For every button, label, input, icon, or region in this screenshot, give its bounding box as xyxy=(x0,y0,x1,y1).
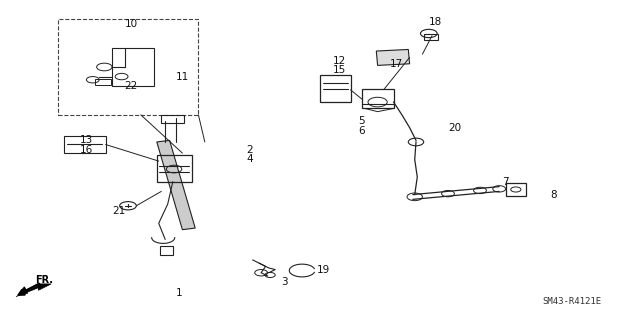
Text: 21: 21 xyxy=(112,205,125,216)
Polygon shape xyxy=(16,284,51,297)
Text: SM43-R4121E: SM43-R4121E xyxy=(543,297,602,306)
Text: 15: 15 xyxy=(333,65,346,75)
Text: 10: 10 xyxy=(125,19,138,29)
Bar xyxy=(112,48,154,86)
Text: 2: 2 xyxy=(246,145,253,155)
Text: 18: 18 xyxy=(429,17,442,27)
Bar xyxy=(160,246,173,255)
Text: 1: 1 xyxy=(176,288,182,299)
Text: FR.: FR. xyxy=(35,275,53,285)
Text: 19: 19 xyxy=(317,264,330,275)
Text: 20: 20 xyxy=(448,122,461,133)
Bar xyxy=(161,115,184,123)
Bar xyxy=(64,136,106,153)
Text: 17: 17 xyxy=(390,59,403,69)
Bar xyxy=(157,155,192,182)
Text: 12: 12 xyxy=(333,56,346,66)
Text: 8: 8 xyxy=(550,189,557,200)
Text: 11: 11 xyxy=(176,71,189,82)
Bar xyxy=(362,89,394,108)
Bar xyxy=(95,79,111,85)
Bar xyxy=(506,183,526,196)
Bar xyxy=(424,34,438,40)
Text: 22: 22 xyxy=(125,81,138,91)
Text: 4: 4 xyxy=(246,154,253,165)
Polygon shape xyxy=(157,140,195,230)
Polygon shape xyxy=(376,49,410,65)
Bar xyxy=(320,75,351,102)
Text: 13: 13 xyxy=(80,135,93,145)
Text: 3: 3 xyxy=(282,277,288,287)
Text: 5: 5 xyxy=(358,116,365,126)
Text: 16: 16 xyxy=(80,145,93,155)
Text: 6: 6 xyxy=(358,126,365,136)
Text: 7: 7 xyxy=(502,177,509,187)
